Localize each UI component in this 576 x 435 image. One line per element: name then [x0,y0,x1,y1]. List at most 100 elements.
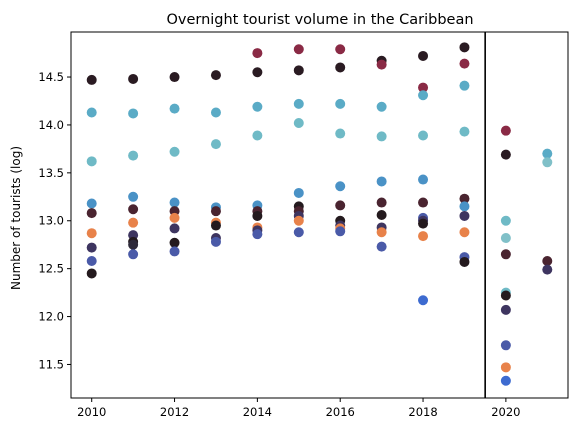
data-point [335,128,346,139]
data-point [169,212,180,223]
data-point [500,125,511,136]
data-point [169,197,180,208]
y-tick-label: 12.5 [38,262,64,276]
data-point [500,375,511,386]
chart-title: Overnight tourist volume in the Caribbea… [166,12,473,28]
data-point [542,264,553,275]
data-point [210,206,221,217]
data-point [459,201,470,212]
data-point [128,217,139,228]
y-tick-label: 13.0 [38,214,64,228]
data-point [542,255,553,266]
data-point [376,241,387,252]
data-point [210,236,221,247]
data-point [86,74,97,85]
data-point [500,149,511,160]
data-point [459,126,470,137]
data-point [293,227,304,238]
data-point [459,42,470,53]
y-tick-label: 13.5 [38,166,64,180]
data-point [459,58,470,69]
data-point [169,223,180,234]
data-point [210,107,221,118]
y-tick-label: 14.0 [38,118,64,132]
data-point [169,103,180,114]
data-point [86,228,97,239]
data-point [418,231,429,242]
data-point [418,218,429,229]
data-point [335,226,346,237]
data-point [252,210,263,221]
data-point [500,290,511,301]
data-point [86,255,97,266]
data-point [86,107,97,118]
data-point [169,72,180,83]
y-tick-label: 14.5 [38,70,64,84]
data-point [376,101,387,112]
data-point [252,48,263,59]
data-point [459,256,470,267]
data-point [376,131,387,142]
data-point [252,67,263,78]
plot-area: 2010 2012 2014 2016 2018 2020 11.5 12.0 12.5 13.0… [38,31,569,419]
data-point [293,98,304,109]
data-point [86,242,97,253]
data-point [293,118,304,129]
x-tick-label: 2020 [491,405,520,419]
data-point [128,73,139,84]
y-tick-label: 12.0 [38,310,64,324]
data-point [500,215,511,226]
data-point [252,130,263,141]
data-point [335,44,346,55]
data-point [500,249,511,260]
data-point [128,249,139,260]
data-point [169,237,180,248]
data-point [128,150,139,161]
data-point [376,197,387,208]
data-point [210,139,221,150]
data-point [418,90,429,101]
data-point [252,229,263,240]
data-point [335,62,346,73]
data-point [376,227,387,238]
data-point [376,176,387,187]
data-point [418,82,429,93]
data-point [128,204,139,215]
data-point [418,50,429,61]
data-point [128,239,139,250]
data-point [418,197,429,208]
data-point [335,200,346,211]
data-point [169,146,180,157]
data-point [376,59,387,70]
data-point [459,193,470,204]
data-point [252,101,263,112]
data-point [169,246,180,257]
data-point [86,268,97,279]
data-point [293,215,304,226]
data-point [86,198,97,209]
data-point [376,210,387,220]
x-tick-label: 2012 [160,405,189,419]
data-point [128,108,139,119]
data-point [293,44,304,55]
data-point [418,295,429,306]
data-point [335,181,346,192]
data-point [542,157,553,168]
data-point [418,130,429,141]
x-tick-label: 2010 [77,405,106,419]
data-point [128,191,139,202]
data-point [86,208,97,219]
data-point [459,227,470,238]
data-point [293,187,304,198]
y-tick-label: 11.5 [38,357,64,371]
x-tick-label: 2018 [408,405,437,419]
data-point [335,98,346,109]
data-point [86,156,97,167]
x-tick-label: 2014 [243,405,272,419]
data-point [293,65,304,76]
data-point [210,70,221,81]
data-point [500,304,511,315]
data-point [500,362,511,373]
data-point [459,80,470,91]
